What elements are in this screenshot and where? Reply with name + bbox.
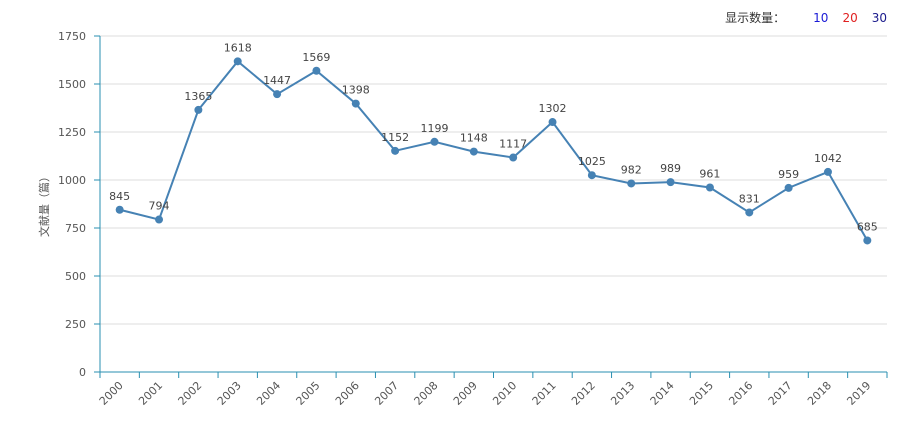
series-line [119, 59, 869, 241]
data-point-2005 [312, 66, 321, 75]
data-label-2001: 794 [149, 200, 170, 213]
data-label-2018: 1042 [814, 152, 842, 165]
display-count-option-30[interactable]: 30 [871, 10, 887, 25]
data-point-2009 [469, 147, 478, 156]
x-tick-label-2003: 2003 [215, 379, 244, 408]
data-label-2011: 1302 [539, 102, 567, 115]
data-point-2011 [548, 118, 557, 127]
data-label-2017: 959 [778, 168, 799, 181]
data-label-2015: 961 [699, 167, 720, 180]
x-tick-label-2008: 2008 [412, 379, 441, 408]
x-tick-label-2019: 2019 [844, 379, 873, 408]
data-label-2009: 1148 [460, 132, 488, 145]
data-point-2019 [863, 236, 872, 245]
data-label-2019: 685 [857, 220, 878, 233]
data-point-2002 [194, 105, 203, 114]
data-point-2017 [784, 183, 793, 192]
display-count-option-20[interactable]: 20 [842, 10, 858, 25]
data-label-2010: 1117 [499, 138, 527, 151]
data-point-2001 [155, 215, 164, 224]
y-tick-label-250: 250 [65, 318, 86, 331]
display-count-controls: 显示数量： 10 20 30 [725, 9, 887, 26]
x-tick-label-2016: 2016 [726, 379, 755, 408]
x-tick-label-2017: 2017 [766, 379, 795, 408]
x-tick-label-2010: 2010 [490, 379, 519, 408]
x-tick-label-2012: 2012 [569, 379, 598, 408]
data-label-2000: 845 [109, 190, 130, 203]
data-point-2013 [627, 179, 636, 188]
data-label-2006: 1398 [342, 84, 370, 97]
data-point-2006 [351, 99, 360, 108]
data-label-2003: 1618 [224, 41, 252, 54]
x-tick-label-2000: 2000 [97, 379, 126, 408]
x-tick-label-2005: 2005 [294, 379, 323, 408]
x-tick-label-2013: 2013 [608, 379, 637, 408]
x-tick-label-2011: 2011 [530, 379, 559, 408]
data-point-2004 [273, 90, 282, 99]
y-axis-title: 文献量（篇） [37, 171, 51, 237]
data-label-2016: 831 [739, 192, 760, 205]
data-point-2018 [823, 167, 832, 176]
x-tick-label-2015: 2015 [687, 379, 716, 408]
x-tick-label-2009: 2009 [451, 379, 480, 408]
data-point-2010 [509, 153, 518, 162]
data-point-2016 [745, 208, 754, 217]
data-label-2002: 1365 [184, 90, 212, 103]
y-tick-label-1000: 1000 [58, 174, 86, 187]
data-point-2008 [430, 137, 439, 146]
x-tick-label-2007: 2007 [372, 379, 401, 408]
data-label-2004: 1447 [263, 74, 291, 87]
data-label-2008: 1199 [420, 122, 448, 135]
y-tick-label-1250: 1250 [58, 126, 86, 139]
y-tick-label-1750: 1750 [58, 30, 86, 43]
display-count-label: 显示数量： [725, 11, 786, 25]
y-tick-label-1500: 1500 [58, 78, 86, 91]
data-point-2003 [233, 57, 242, 66]
data-point-2014 [666, 178, 675, 187]
data-point-2007 [391, 146, 400, 155]
data-point-2012 [587, 171, 596, 180]
data-point-2015 [705, 183, 714, 192]
display-count-option-10[interactable]: 10 [813, 10, 829, 25]
y-tick-label-0: 0 [79, 366, 86, 379]
x-tick-label-2018: 2018 [805, 379, 834, 408]
y-tick-label-500: 500 [65, 270, 86, 283]
x-tick-label-2006: 2006 [333, 379, 362, 408]
data-label-2005: 1569 [302, 51, 330, 64]
data-label-2014: 989 [660, 162, 681, 175]
data-point-2000 [115, 205, 124, 214]
data-label-2007: 1152 [381, 131, 409, 144]
data-label-2012: 1025 [578, 155, 606, 168]
x-tick-label-2002: 2002 [176, 379, 205, 408]
x-tick-label-2014: 2014 [648, 379, 677, 408]
data-label-2013: 982 [621, 163, 642, 176]
x-tick-label-2001: 2001 [136, 379, 165, 408]
y-tick-label-750: 750 [65, 222, 86, 235]
x-tick-label-2004: 2004 [254, 379, 283, 408]
